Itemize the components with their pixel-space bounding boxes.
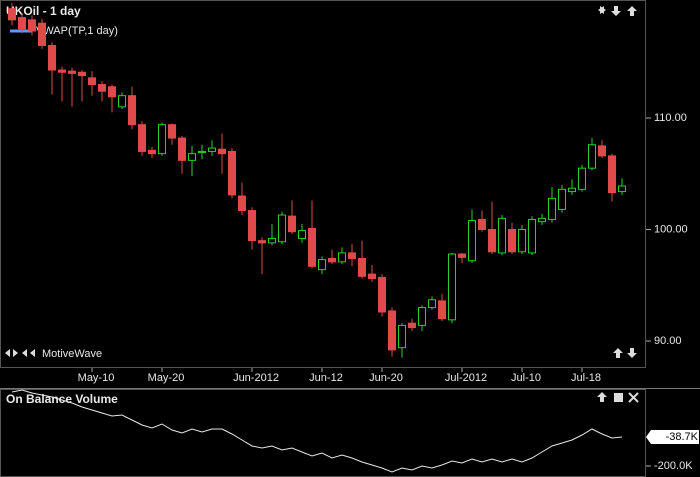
candle-body bbox=[298, 230, 306, 239]
candle-body bbox=[248, 210, 256, 242]
candle-body bbox=[88, 77, 96, 86]
candle-body bbox=[128, 95, 136, 126]
candle-body bbox=[328, 257, 336, 263]
candle-body bbox=[558, 188, 566, 210]
candle-body bbox=[288, 215, 296, 233]
candle-body bbox=[48, 44, 56, 71]
icon-up[interactable] bbox=[613, 348, 623, 358]
icon-close[interactable] bbox=[628, 392, 639, 403]
candle-body bbox=[538, 217, 546, 223]
candle-body bbox=[568, 187, 576, 193]
candle-body bbox=[408, 322, 416, 329]
candle-body bbox=[488, 228, 496, 253]
candle-body bbox=[28, 19, 36, 32]
candle-body bbox=[178, 137, 186, 161]
candle-body bbox=[428, 299, 436, 309]
candle-body bbox=[268, 237, 276, 244]
toolbar-icons[interactable] bbox=[5, 6, 639, 403]
candle-body bbox=[198, 150, 206, 154]
current-value-label: -38.7K bbox=[666, 431, 699, 443]
candle-body bbox=[228, 150, 236, 196]
candle-body bbox=[238, 195, 246, 212]
icon-up[interactable] bbox=[627, 6, 637, 16]
icon-window[interactable] bbox=[614, 393, 623, 402]
candle-body bbox=[38, 22, 46, 46]
candle-body bbox=[308, 227, 316, 267]
price-panel-frame bbox=[0, 0, 646, 368]
icon-down[interactable] bbox=[627, 348, 637, 358]
candle-body bbox=[528, 218, 536, 254]
candle-body bbox=[98, 84, 106, 92]
candle-body bbox=[478, 218, 486, 230]
panel-title: On Balance Volume bbox=[6, 392, 118, 406]
candle-body bbox=[78, 71, 86, 77]
legend-label: VWAP(TP,1 day) bbox=[36, 25, 118, 37]
candle-body bbox=[388, 310, 396, 351]
y-tick-label: 100.00 bbox=[654, 223, 688, 235]
candle-body bbox=[578, 167, 586, 190]
x-tick-label: May-20 bbox=[148, 372, 185, 384]
candle-body bbox=[468, 220, 476, 262]
x-tick-label: Jul-10 bbox=[511, 372, 541, 384]
y-tick-label: 90.00 bbox=[654, 335, 682, 347]
candle-body bbox=[588, 144, 596, 169]
candle-body bbox=[618, 185, 626, 193]
x-tick-label: Jun-20 bbox=[369, 372, 403, 384]
candle-body bbox=[118, 95, 126, 108]
candle-body bbox=[508, 228, 516, 253]
watermark: MotiveWave bbox=[42, 348, 102, 360]
candle-body bbox=[338, 252, 346, 263]
candle-body bbox=[218, 148, 226, 155]
y-tick-label: -200.0K bbox=[654, 460, 693, 472]
icon-arrows[interactable] bbox=[598, 6, 606, 14]
candle-body bbox=[188, 153, 196, 161]
candle-body bbox=[18, 17, 26, 30]
candle-body bbox=[108, 86, 116, 98]
candle-body bbox=[8, 8, 16, 21]
candle-body bbox=[518, 228, 526, 253]
chart-title: UKOil - 1 day bbox=[6, 4, 81, 18]
x-tick-label: Jul-18 bbox=[571, 372, 601, 384]
candle-body bbox=[318, 259, 326, 271]
candle-body bbox=[278, 214, 286, 243]
candle-body bbox=[358, 257, 366, 277]
candle-body bbox=[398, 324, 406, 349]
candle-body bbox=[418, 307, 426, 326]
candle-body bbox=[368, 273, 376, 280]
candle-body bbox=[158, 124, 166, 155]
current-value-box bbox=[646, 429, 699, 444]
candle-body bbox=[58, 69, 66, 73]
candle-body bbox=[168, 124, 176, 139]
x-tick-label: Jun-12 bbox=[309, 372, 343, 384]
candle-body bbox=[258, 240, 266, 244]
y-tick-label: 110.00 bbox=[654, 112, 687, 124]
candle-body bbox=[608, 155, 616, 194]
icon-down[interactable] bbox=[611, 6, 621, 16]
x-tick-label: Jul-2012 bbox=[445, 372, 487, 384]
candle-body bbox=[448, 253, 456, 321]
candle-body bbox=[548, 197, 556, 220]
x-tick-label: May-10 bbox=[78, 372, 115, 384]
x-tick-label: Jun-2012 bbox=[233, 372, 279, 384]
candle-body bbox=[378, 276, 386, 313]
candle-body bbox=[68, 70, 76, 74]
candle-body bbox=[138, 124, 146, 152]
candle-body bbox=[458, 253, 466, 258]
icon-up[interactable] bbox=[597, 392, 607, 402]
candle-body bbox=[148, 149, 156, 155]
candle-body bbox=[208, 147, 216, 152]
obv-line bbox=[11, 389, 623, 473]
candle-body bbox=[348, 252, 356, 259]
candle-body bbox=[598, 145, 606, 157]
candle-body bbox=[498, 217, 506, 254]
candle-body bbox=[438, 300, 446, 320]
